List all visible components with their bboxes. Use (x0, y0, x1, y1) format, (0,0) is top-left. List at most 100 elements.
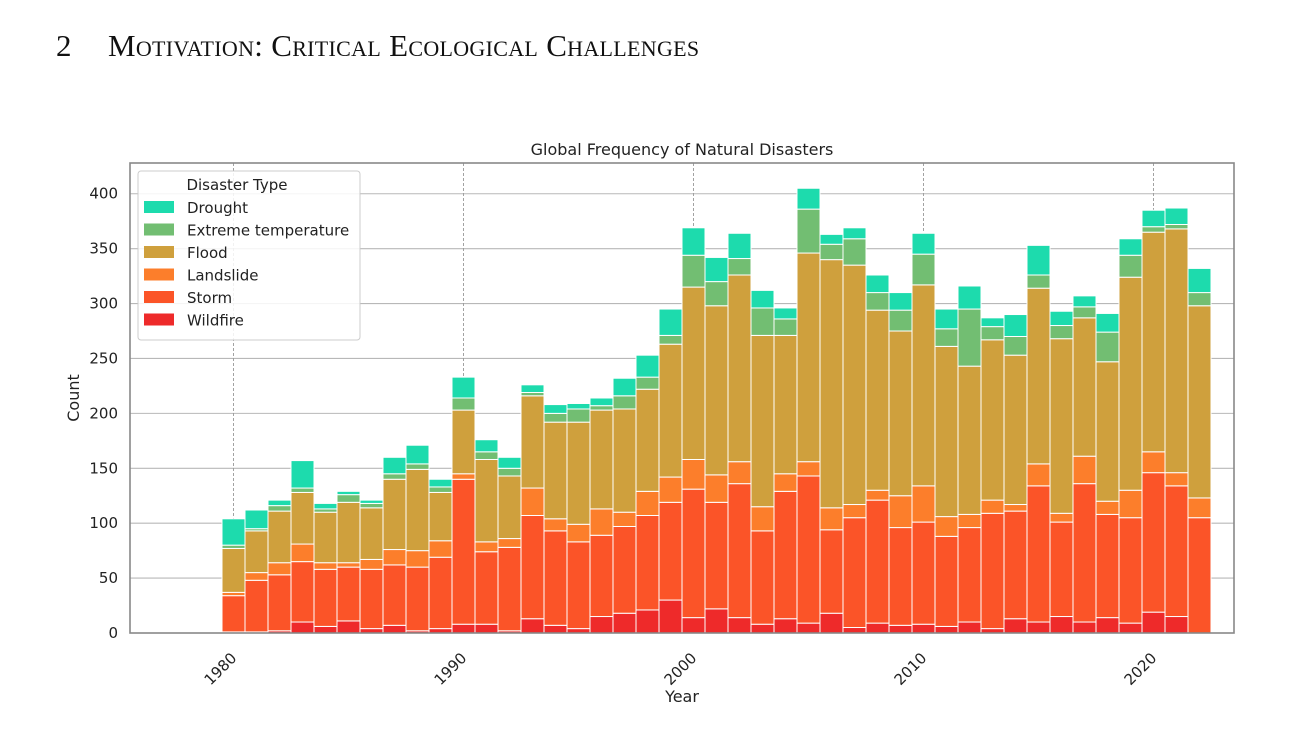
bar-landslide-2010 (911, 485, 936, 523)
bar-storm-1983 (290, 561, 315, 623)
series-landslide (221, 451, 1212, 597)
bar-storm-2017 (1072, 483, 1097, 623)
bar-landslide-2015 (1026, 463, 1051, 487)
bar-storm-2012 (957, 527, 982, 623)
bar-drought-2008 (865, 274, 890, 294)
bar-flood-1991 (474, 458, 499, 543)
bar-wildfire-2011 (934, 625, 959, 634)
bar-storm-1995 (566, 541, 591, 630)
legend-label-extreme-temperature: Extreme temperature (187, 222, 349, 240)
bar-drought-1983 (290, 460, 315, 489)
bar-storm-1990 (451, 478, 476, 625)
bar-wildfire-1991 (474, 623, 499, 634)
bar-flood-1986 (359, 507, 384, 560)
bar-drought-1994 (543, 404, 568, 414)
bar-wildfire-1983 (290, 621, 315, 634)
bar-extreme-temperature-2013 (980, 326, 1005, 341)
bar-wildfire-2004 (773, 618, 798, 634)
bar-drought-2001 (704, 256, 729, 283)
y-tick-label-200: 200 (89, 404, 118, 422)
y-tick-label-150: 150 (89, 459, 118, 477)
bar-extreme-temperature-1996 (589, 405, 614, 411)
bar-storm-2021 (1164, 485, 1189, 618)
bar-drought-2010 (911, 232, 936, 255)
bar-extreme-temperature-1986 (359, 502, 384, 509)
bar-extreme-temperature-1982 (267, 505, 292, 512)
bar-storm-2015 (1026, 485, 1051, 623)
bar-landslide-2021 (1164, 472, 1189, 487)
bar-storm-2003 (750, 530, 775, 625)
bar-drought-2003 (750, 289, 775, 309)
bar-extreme-temperature-2016 (1049, 325, 1074, 340)
bar-flood-1999 (658, 343, 683, 478)
y-tick-label-300: 300 (89, 295, 118, 313)
bar-landslide-2006 (819, 507, 844, 531)
bar-extreme-temperature-2002 (727, 258, 752, 276)
bar-wildfire-2003 (750, 623, 775, 634)
bar-storm-1984 (313, 568, 338, 627)
bar-landslide-1991 (474, 541, 499, 553)
bar-landslide-1990 (451, 473, 476, 480)
bar-storm-1994 (543, 530, 568, 626)
bar-flood-2013 (980, 339, 1005, 501)
bar-wildfire-2001 (704, 608, 729, 634)
bar-wildfire-2018 (1095, 617, 1120, 634)
y-tick-label-100: 100 (89, 514, 118, 532)
bar-landslide-2016 (1049, 512, 1074, 523)
legend-label-wildfire: Wildfire (187, 312, 244, 330)
bar-drought-2009 (888, 292, 913, 311)
bar-landslide-2008 (865, 489, 890, 501)
bar-drought-1989 (428, 478, 453, 488)
legend-label-flood: Flood (187, 244, 228, 262)
bar-landslide-2004 (773, 473, 798, 492)
bar-extreme-temperature-2001 (704, 281, 729, 307)
y-tick-label-0: 0 (108, 624, 118, 642)
bar-extreme-temperature-2017 (1072, 306, 1097, 319)
bar-flood-2012 (957, 365, 982, 515)
bar-flood-2010 (911, 284, 936, 487)
y-tick-label-350: 350 (89, 240, 118, 258)
bar-flood-1996 (589, 409, 614, 510)
bar-extreme-temperature-1989 (428, 486, 453, 493)
bar-storm-2016 (1049, 521, 1074, 618)
bar-drought-2005 (796, 187, 821, 210)
bar-landslide-2019 (1118, 489, 1143, 519)
bar-storm-2008 (865, 499, 890, 624)
bar-wildfire-1990 (451, 623, 476, 634)
bar-wildfire-1999 (658, 599, 683, 634)
bar-flood-2014 (1003, 354, 1028, 506)
bar-flood-2015 (1026, 287, 1051, 465)
bar-storm-1988 (405, 566, 430, 632)
bar-extreme-temperature-2012 (957, 308, 982, 367)
bar-storm-2000 (681, 488, 706, 619)
bar-storm-1982 (267, 574, 292, 632)
bar-drought-2019 (1118, 238, 1143, 256)
bar-drought-2018 (1095, 312, 1120, 333)
legend-swatch-drought (144, 201, 174, 213)
bar-extreme-temperature-2006 (819, 243, 844, 261)
bar-storm-1992 (497, 546, 522, 632)
bar-extreme-temperature-2005 (796, 208, 821, 254)
bar-flood-2004 (773, 334, 798, 475)
x-tick-label-1980: 1980 (201, 649, 241, 689)
bar-flood-1993 (520, 395, 545, 489)
bar-drought-2017 (1072, 295, 1097, 308)
bar-drought-2000 (681, 227, 706, 256)
bar-drought-2006 (819, 233, 844, 245)
x-axis-label: Year (664, 687, 699, 706)
legend-swatch-landslide (144, 268, 174, 281)
bar-landslide-1989 (428, 540, 453, 558)
bar-storm-1986 (359, 568, 384, 630)
bar-landslide-1997 (612, 511, 637, 527)
bar-flood-2003 (750, 334, 775, 508)
legend-title: Disaster Type (186, 176, 287, 194)
bar-drought-2004 (773, 307, 798, 320)
bar-wildfire-2015 (1026, 621, 1051, 634)
bar-drought-1986 (359, 499, 384, 504)
bar-extreme-temperature-1999 (658, 334, 683, 345)
y-tick-label-250: 250 (89, 349, 118, 367)
bar-extreme-temperature-2004 (773, 318, 798, 336)
bar-wildfire-2012 (957, 621, 982, 634)
x-tick-label-2010: 2010 (891, 649, 931, 689)
bar-wildfire-2005 (796, 622, 821, 634)
